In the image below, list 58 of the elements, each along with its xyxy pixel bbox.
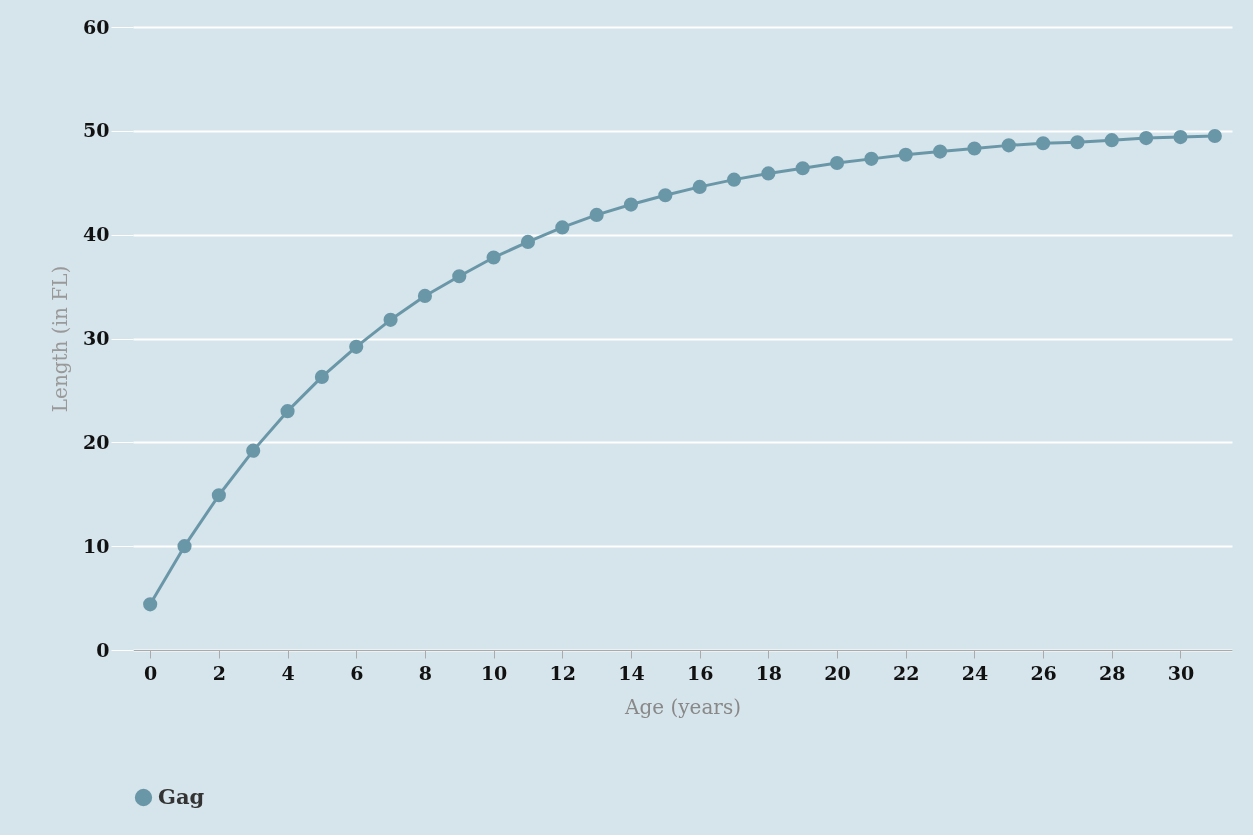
point bbox=[1173, 130, 1188, 145]
y-tick-label: 50 bbox=[83, 119, 110, 142]
point bbox=[623, 197, 639, 212]
x-tick-label: 14 bbox=[618, 661, 645, 684]
point bbox=[692, 179, 707, 194]
x-tick-label: 2 bbox=[212, 661, 226, 684]
point bbox=[452, 269, 467, 284]
point bbox=[658, 188, 673, 203]
point bbox=[589, 207, 604, 222]
point bbox=[795, 161, 810, 176]
point bbox=[1139, 131, 1154, 146]
point bbox=[864, 151, 879, 166]
point bbox=[761, 166, 776, 181]
x-tick-label: 16 bbox=[686, 661, 714, 684]
point bbox=[383, 312, 398, 327]
x-tick-label: 30 bbox=[1167, 661, 1195, 684]
point bbox=[314, 369, 329, 384]
x-tick-label: 20 bbox=[824, 661, 851, 684]
point bbox=[417, 288, 432, 303]
point bbox=[1207, 128, 1222, 144]
x-axis-title: Age (years) bbox=[624, 694, 741, 719]
x-tick-label: 0 bbox=[144, 661, 158, 684]
point bbox=[726, 172, 742, 187]
y-tick-label: 20 bbox=[83, 430, 110, 453]
point bbox=[349, 339, 364, 354]
y-tick-label: 40 bbox=[83, 223, 110, 246]
x-tick-label: 28 bbox=[1099, 661, 1126, 684]
x-tick-label: 4 bbox=[281, 661, 295, 684]
point bbox=[555, 220, 570, 235]
y-tick-label: 30 bbox=[83, 327, 110, 349]
point bbox=[829, 155, 845, 171]
point bbox=[933, 144, 948, 159]
point bbox=[1036, 136, 1051, 151]
x-tick-label: 22 bbox=[893, 661, 920, 684]
point bbox=[486, 250, 501, 265]
y-axis-title: Length (in FL) bbox=[48, 265, 73, 413]
y-tick-label: 10 bbox=[83, 534, 110, 557]
point bbox=[280, 404, 295, 419]
y-tick-label: 60 bbox=[83, 15, 110, 38]
x-tick-label: 10 bbox=[480, 661, 508, 684]
point bbox=[1001, 138, 1016, 153]
x-tick-label: 24 bbox=[961, 661, 989, 684]
x-tick-label: 8 bbox=[418, 661, 433, 684]
x-tick-label: 18 bbox=[755, 661, 783, 684]
x-tick-label: 26 bbox=[1030, 661, 1057, 684]
point bbox=[143, 597, 158, 612]
point bbox=[1104, 133, 1119, 148]
point bbox=[211, 488, 226, 503]
point bbox=[967, 141, 982, 156]
x-tick-label: 12 bbox=[549, 661, 577, 684]
point bbox=[177, 539, 192, 554]
point bbox=[246, 443, 261, 458]
point bbox=[898, 147, 913, 162]
x-tick-label: 6 bbox=[350, 661, 364, 684]
point bbox=[520, 234, 536, 249]
legend-label: Gag bbox=[158, 783, 205, 809]
y-tick-label: 0 bbox=[96, 638, 110, 661]
point bbox=[1070, 135, 1085, 150]
